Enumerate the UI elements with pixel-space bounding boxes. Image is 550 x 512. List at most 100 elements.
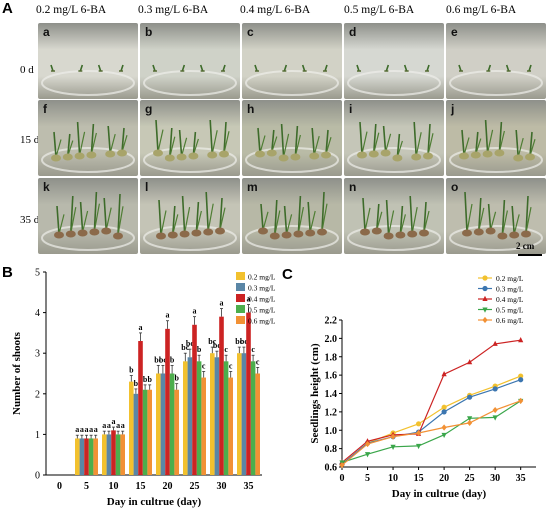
shoot	[484, 119, 489, 154]
shoot	[487, 129, 494, 154]
y-tick-label: 0.6	[325, 463, 338, 474]
bar	[246, 312, 251, 475]
photo-tag: h	[247, 102, 255, 116]
dish-rim	[449, 147, 543, 173]
photo-illustration	[143, 119, 237, 173]
x-tick-label: 30	[217, 481, 227, 492]
shoot	[413, 121, 417, 157]
shoot	[181, 64, 186, 72]
significance-letter: b	[134, 379, 139, 388]
shoot	[409, 195, 413, 234]
callus	[497, 232, 508, 240]
significance-letter: b	[129, 366, 134, 375]
x-tick-label: 30	[490, 473, 500, 484]
significance-letter: b	[174, 374, 179, 383]
shoot	[321, 203, 328, 232]
shoot	[219, 207, 226, 231]
bar	[169, 373, 175, 475]
x-tick-label: 5	[84, 481, 89, 492]
photo-illustration	[143, 191, 237, 251]
shoot	[195, 201, 200, 233]
shoot	[259, 135, 266, 154]
callus	[258, 227, 268, 235]
shoot	[107, 125, 111, 154]
shoot	[262, 211, 269, 231]
shoot	[67, 140, 74, 157]
data-point	[467, 394, 473, 400]
scale-bar	[518, 254, 542, 256]
shoot	[513, 214, 520, 235]
significance-letter: a	[121, 421, 125, 430]
shoot	[260, 203, 264, 231]
callus	[269, 232, 280, 240]
shoot	[362, 197, 366, 232]
y-tick-label: 2.0	[325, 334, 338, 345]
photo-illustration	[41, 121, 135, 173]
culture-photo: k	[38, 178, 138, 254]
data-point	[339, 462, 345, 469]
callus	[86, 151, 97, 159]
shoot	[515, 129, 519, 158]
shoot	[498, 130, 505, 153]
x-tick-label: 10	[109, 481, 119, 492]
shoot	[313, 135, 320, 156]
callus	[317, 228, 327, 236]
photo-tag: m	[247, 180, 258, 194]
bar	[120, 434, 125, 475]
dish-rim	[41, 147, 135, 173]
x-tick-label: 35	[516, 473, 526, 484]
bar	[210, 353, 215, 475]
legend-marker	[482, 307, 488, 313]
shoot	[56, 205, 60, 235]
shoot	[53, 131, 57, 158]
shoot	[294, 134, 301, 157]
shoot	[169, 136, 176, 158]
shoot	[528, 64, 532, 72]
dish-rim	[347, 147, 441, 173]
panel-c-letter: C	[282, 266, 293, 283]
shoot	[529, 131, 533, 157]
data-point	[492, 406, 498, 414]
bar	[187, 357, 193, 475]
bar	[115, 434, 121, 475]
shoot	[423, 201, 427, 233]
legend-label: 0.2 mg/L	[248, 273, 275, 282]
shoot	[427, 123, 431, 156]
culture-photo: i	[344, 100, 444, 176]
legend-marker	[482, 275, 488, 281]
y-tick-label: 4	[35, 308, 40, 319]
data-point	[492, 340, 498, 346]
y-tick-label: 2.2	[325, 316, 338, 327]
shoot	[373, 132, 380, 154]
bar	[237, 353, 242, 475]
callus	[51, 154, 61, 162]
shoot	[382, 125, 387, 153]
callus	[105, 150, 116, 158]
callus	[176, 153, 187, 161]
data-point	[441, 409, 447, 415]
shoot	[364, 207, 371, 232]
callus	[293, 230, 304, 238]
callus	[485, 227, 496, 235]
callus	[383, 232, 394, 240]
column-header: 0.3 mg/L 6-BA	[138, 4, 209, 16]
y-tick-label: 0	[35, 471, 40, 482]
callus	[117, 149, 127, 157]
callus	[360, 228, 370, 236]
y-tick-label: 1.4	[325, 389, 338, 400]
bar	[183, 361, 188, 475]
significance-letter: a	[139, 323, 143, 332]
shoot	[423, 210, 430, 233]
photo-tag: a	[43, 25, 50, 39]
y-tick-label: 3	[35, 349, 40, 360]
data-point	[390, 444, 396, 450]
dish-rim	[449, 70, 543, 96]
shoot	[501, 199, 506, 236]
callus	[395, 231, 406, 239]
shoot	[181, 195, 186, 234]
significance-letter: bc	[240, 337, 248, 346]
bar	[138, 341, 143, 475]
shoot	[487, 203, 492, 231]
shoot	[280, 123, 285, 158]
callus	[482, 150, 493, 158]
